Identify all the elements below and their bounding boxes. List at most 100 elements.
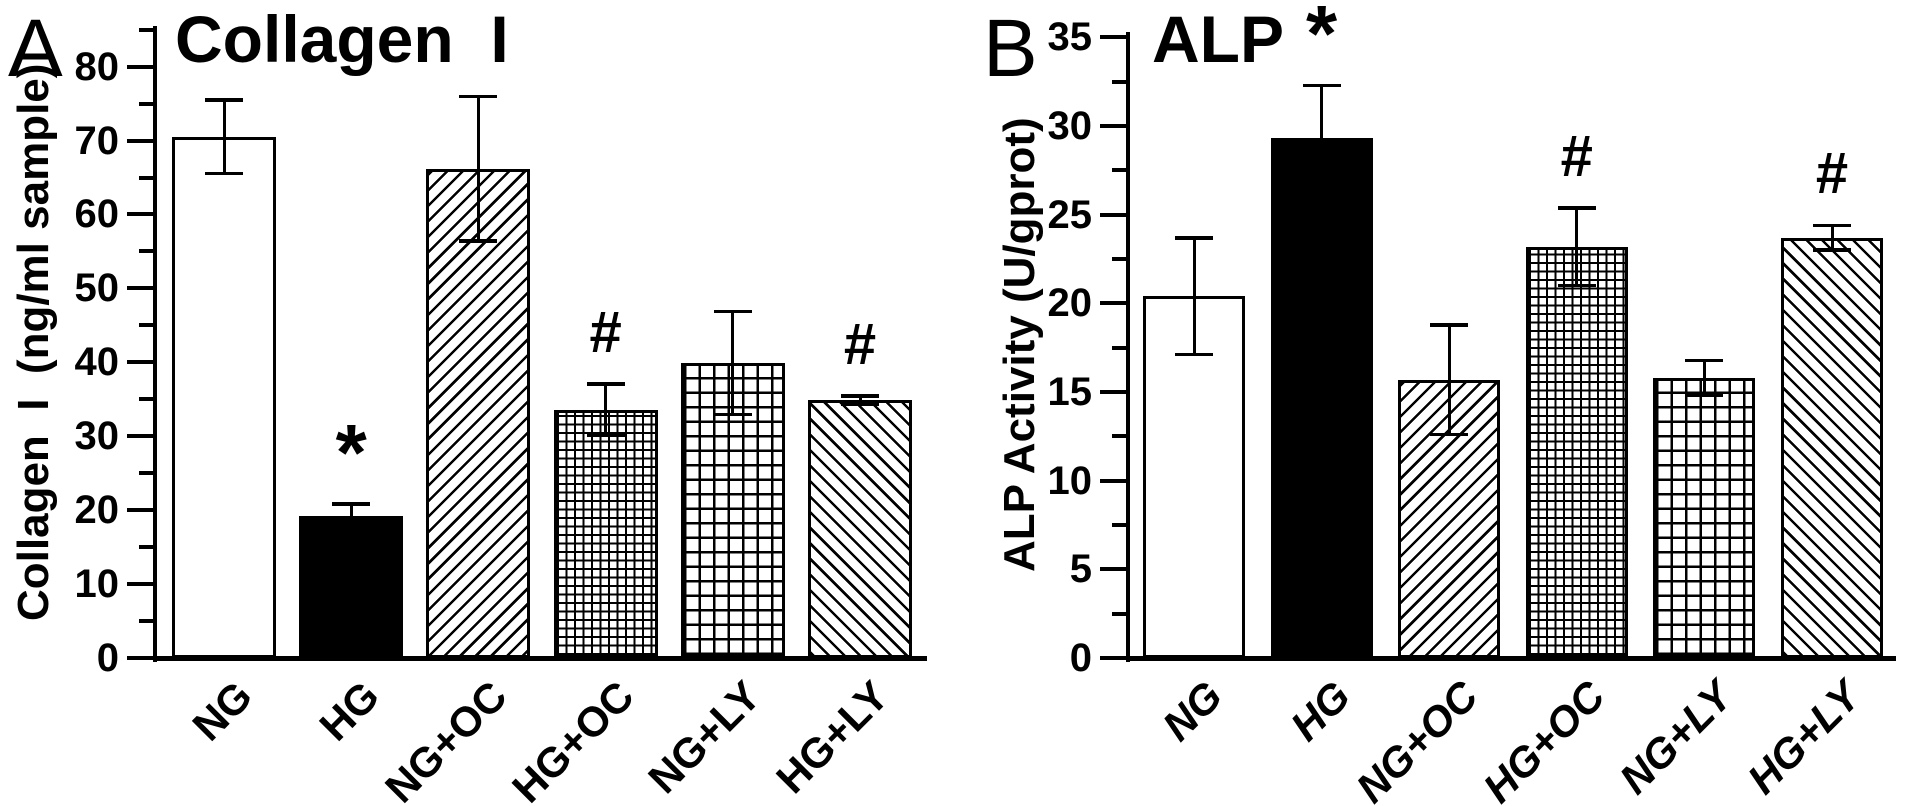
error-bar-cap-bottom: [1302, 189, 1341, 194]
significance-hash: #: [1815, 141, 1849, 207]
error-bar-cap-bottom: [841, 402, 879, 406]
y-minor-tick: [139, 397, 153, 402]
significance-hash: #: [589, 299, 622, 365]
y-major-tick: [1100, 478, 1126, 483]
y-major-tick: [127, 656, 153, 660]
y-tick-label: 20: [1047, 281, 1093, 326]
error-bar-cap-top: [1302, 83, 1341, 88]
error-bar-cap-top: [713, 309, 752, 314]
x-tick-label-hg-oc: HG+OC: [503, 671, 643, 806]
y-minor-tick: [1112, 345, 1126, 350]
chart-title: ALP: [1152, 2, 1284, 76]
y-major-tick: [1100, 567, 1126, 572]
bar-ng: [1143, 296, 1245, 658]
error-bar-cap-top: [205, 98, 243, 102]
error-bar-whisker: [1447, 324, 1451, 435]
significance-hash: #: [843, 311, 877, 377]
x-tick-label-ng: NG: [183, 671, 262, 750]
error-bar-cap-bottom: [1430, 432, 1469, 437]
significance-asterisk: *: [335, 407, 367, 497]
y-minor-tick: [1112, 256, 1126, 261]
y-minor-tick: [1112, 522, 1126, 527]
error-bar-whisker: [349, 503, 353, 529]
error-bar-cap-top: [1175, 236, 1213, 240]
error-bar-cap-bottom: [586, 433, 625, 437]
error-bar-whisker: [1192, 237, 1196, 355]
bar-hg-ly: [808, 400, 912, 658]
y-major-tick: [1100, 389, 1126, 394]
y-minor-tick: [139, 249, 153, 254]
y-major-tick: [1100, 656, 1126, 660]
y-major-tick: [1100, 301, 1126, 306]
y-tick-label: 60: [74, 192, 120, 237]
y-major-tick: [127, 286, 153, 291]
error-bar-cap-bottom: [205, 171, 243, 176]
error-bar-cap-bottom: [332, 526, 371, 531]
y-minor-tick: [139, 323, 153, 328]
y-minor-tick: [1112, 434, 1126, 439]
x-tick-label-hg-oc: HG+OC: [1474, 671, 1614, 806]
y-major-tick: [1100, 212, 1126, 217]
x-tick-label-ng-ly: NG+LY: [639, 671, 770, 803]
y-tick-label: 25: [1047, 192, 1093, 237]
y-minor-tick: [139, 545, 153, 550]
bar-hg: [1270, 138, 1373, 658]
error-bar-cap-bottom: [1175, 352, 1213, 357]
error-bar-whisker: [1320, 85, 1324, 192]
x-axis-line: [153, 656, 927, 661]
x-tick-label-hg-ly: HG+LY: [766, 671, 898, 803]
y-tick-label: 50: [74, 266, 120, 311]
x-tick-label-hg: HG: [310, 671, 389, 750]
error-bar-whisker: [858, 395, 862, 405]
x-axis-line: [1126, 656, 1896, 661]
error-bar-whisker: [604, 383, 608, 436]
error-bar-cap-bottom: [459, 239, 498, 243]
error-bar-whisker: [222, 99, 226, 174]
x-tick-label-ng: NG: [1153, 671, 1232, 750]
error-bar-cap-bottom: [1685, 393, 1724, 398]
y-major-tick: [127, 582, 153, 587]
x-tick-label-hg: HG: [1280, 671, 1359, 750]
y-tick-label: 10: [74, 562, 120, 607]
y-minor-tick: [1112, 168, 1126, 173]
error-bar-cap-bottom: [713, 412, 752, 417]
error-bar-cap-top: [1813, 223, 1851, 228]
error-bar-cap-bottom: [1813, 248, 1851, 252]
y-tick-label: 20: [74, 488, 120, 533]
y-tick-label: 30: [74, 414, 120, 459]
y-major-tick: [127, 508, 153, 513]
error-bar-whisker: [476, 96, 480, 242]
y-minor-tick: [139, 471, 153, 476]
y-tick-label: 70: [74, 118, 120, 163]
panel-letter-a: A: [8, 3, 63, 94]
y-minor-tick: [139, 619, 153, 624]
error-bar-cap-top: [586, 382, 625, 386]
y-tick-label: 10: [1047, 458, 1093, 503]
bar-ng: [172, 136, 276, 658]
error-bar-cap-bottom: [1557, 283, 1596, 288]
x-tick-label-ng-oc: NG+OC: [375, 671, 516, 806]
y-minor-tick: [1112, 79, 1126, 84]
bar-hg: [299, 516, 404, 658]
bar-ng-oc: [426, 168, 531, 658]
y-axis-line: [1126, 32, 1130, 662]
significance-asterisk: *: [1306, 0, 1338, 79]
y-minor-tick: [139, 101, 153, 106]
y-major-tick: [127, 360, 153, 365]
y-major-tick: [127, 434, 153, 439]
y-major-tick: [1100, 123, 1126, 128]
y-minor-tick: [1112, 611, 1126, 616]
bar-ng-ly: [1653, 377, 1756, 658]
error-bar-whisker: [1575, 207, 1579, 286]
error-bar-cap-top: [1430, 323, 1469, 327]
y-minor-tick: [139, 175, 153, 180]
error-bar-whisker: [1702, 360, 1706, 396]
y-tick-label: 5: [1069, 547, 1092, 592]
x-tick-label-ng-oc: NG+OC: [1346, 671, 1487, 806]
y-tick-label: 0: [1069, 636, 1092, 680]
error-bar-cap-top: [1557, 206, 1596, 210]
y-axis-line: [153, 26, 157, 662]
y-tick-label: 30: [1047, 103, 1093, 148]
chart-title: Collagen I: [175, 2, 509, 76]
